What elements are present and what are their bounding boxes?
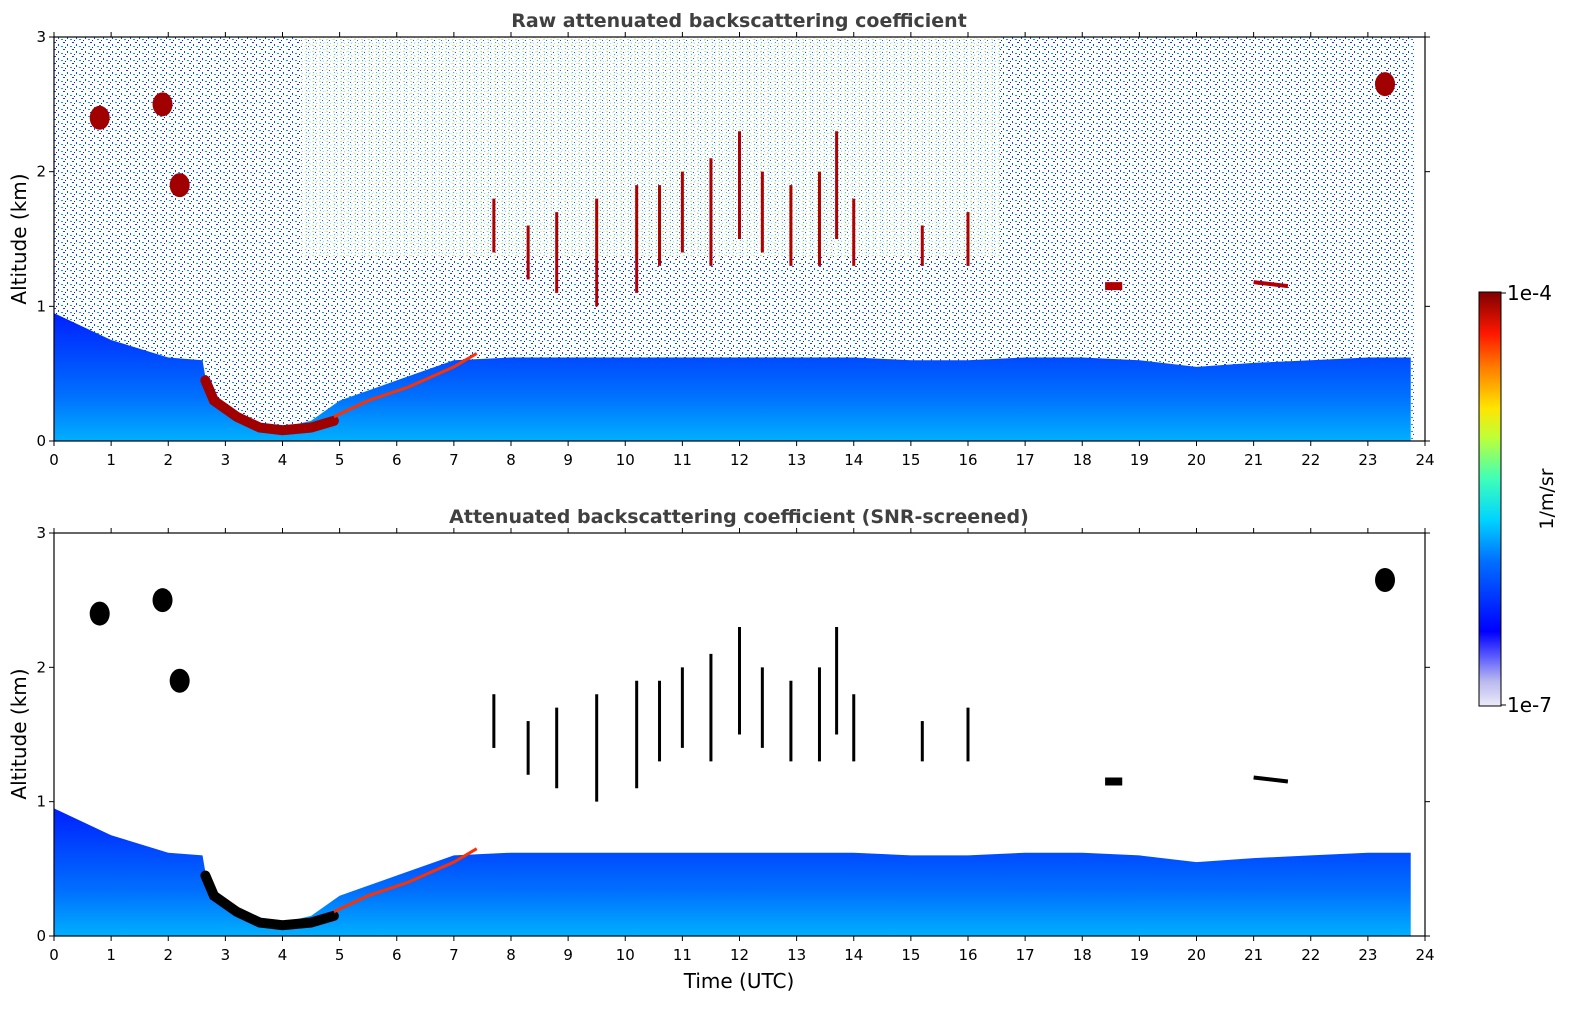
panel2-x-tick-label: 17 [1016,946,1035,964]
panel1-x-tick-label: 12 [730,451,749,469]
panel1-x-tick-label: 20 [1187,451,1206,469]
panel2-x-ticks: 0 1 2 3 4 5 6 7 8 9 10 11 12 13 14 15 16 17 18 19 20 21 22 23 24 [49,528,1435,964]
panel2-title: Attenuated backscattering coefficient (S… [449,506,1029,528]
panel2-x-tick-label: 21 [1244,946,1263,964]
panel2-y-tick-label: 2 [36,658,46,676]
panel1-x-ticks: 0 1 2 3 4 5 6 7 8 9 10 11 12 13 14 15 16 17 18 19 20 21 22 23 24 [49,32,1435,469]
panel1-high-cloud [1375,72,1396,97]
panel2-x-tick-label: 20 [1187,946,1206,964]
panel1-features [54,72,1411,441]
panel2-features [54,568,1411,936]
panel1-x-tick-label: 16 [958,451,977,469]
panel2-high-cloud [1375,568,1396,593]
panel1-x-tick-label: 24 [1415,451,1434,469]
panel1-title: Raw attenuated backscattering coefficien… [511,10,967,32]
panel1-x-tick-label: 1 [106,451,116,469]
panel1-high-cloud [169,173,190,198]
colorbar: 1e-4 1e-7 1/m/sr [1478,281,1558,717]
colorbar-max-label: 1e-4 [1507,281,1552,305]
panel2-x-tick-label: 0 [49,946,59,964]
panel1-x-tick-label: 22 [1301,451,1320,469]
panel1-x-tick-label: 13 [787,451,806,469]
panel1-high-cloud [152,92,173,117]
panel2-x-tick-label: 1 [106,946,116,964]
panel2-x-tick-label: 15 [901,946,920,964]
panel2-x-label: Time (UTC) [683,969,795,993]
panel1-x-tick-label: 7 [449,451,459,469]
panel1-high-cloud [89,105,110,130]
panel1-y-ticks: 0 1 2 3 [36,28,1430,450]
panel2-x-tick-label: 5 [335,946,345,964]
panel1-y-label: Altitude (km) [7,173,31,304]
panel1-x-tick-label: 0 [49,451,59,469]
panel1-x-tick-label: 6 [392,451,402,469]
panel2-x-tick-label: 4 [278,946,288,964]
panel2-x-tick-label: 23 [1358,946,1377,964]
colorbar-gradient [1478,291,1502,707]
panel2-x-tick-label: 6 [392,946,402,964]
panel1-x-tick-label: 15 [901,451,920,469]
panel1-x-tick-label: 14 [844,451,863,469]
panel2-x-tick-label: 9 [563,946,573,964]
panel1-x-tick-label: 21 [1244,451,1263,469]
panel1-x-tick-label: 17 [1016,451,1035,469]
panel2-x-tick-label: 11 [673,946,692,964]
panel2-x-tick-label: 3 [221,946,231,964]
panel2-x-tick-label: 13 [787,946,806,964]
panel1-boundary-layer [54,313,1411,441]
panel2-y-tick-label: 0 [36,927,46,945]
panel1-x-tick-label: 8 [506,451,516,469]
colorbar-unit-label: 1/m/sr [1536,468,1558,529]
panel1-aerosol-layer-top [333,352,478,419]
panel2-y-tick-label: 3 [36,524,46,542]
panel1-x-tick-label: 18 [1073,451,1092,469]
panel2-x-tick-label: 19 [1130,946,1149,964]
panel2-x-tick-label: 7 [449,946,459,964]
panel1-cloud-base-arc [200,375,339,436]
panel2-y-ticks: 0 1 2 3 [36,524,1430,945]
panel2-x-tick-label: 2 [163,946,173,964]
panel2-x-tick-label: 18 [1073,946,1092,964]
panel1-y-tick-label: 1 [36,297,46,315]
panel2-cloud-21utc [1253,775,1289,784]
panel2-x-tick-label: 8 [506,946,516,964]
panel1-x-tick-label: 5 [335,451,345,469]
panel2-aerosol-layer-top [333,847,478,914]
panel2-high-cloud [152,588,173,613]
panel1-cloud-21utc [1253,280,1289,289]
panel2-high-cloud [89,601,110,626]
panel1-x-tick-label: 2 [163,451,173,469]
screened-backscatter-panel: Attenuated backscattering coefficient (S… [7,506,1435,993]
panel2-x-tick-label: 10 [616,946,635,964]
panel2-high-cloud [169,668,190,693]
panel1-x-tick-label: 19 [1130,451,1149,469]
panel1-noise-upper [300,37,1000,257]
panel1-x-tick-label: 9 [563,451,573,469]
panel1-y-tick-label: 2 [36,163,46,181]
panel1-x-tick-label: 3 [221,451,231,469]
panel1-y-tick-label: 0 [36,432,46,450]
panel2-y-tick-label: 1 [36,793,46,811]
raw-backscatter-panel: Raw attenuated backscattering coefficien… [7,10,1435,469]
panel1-x-tick-label: 4 [278,451,288,469]
panel2-x-tick-label: 12 [730,946,749,964]
panel1-x-tick-label: 10 [616,451,635,469]
panel2-x-tick-label: 16 [958,946,977,964]
panel2-boundary-layer [54,808,1411,936]
panel2-cloud-base-arc [200,870,339,931]
panel1-x-tick-label: 23 [1358,451,1377,469]
panel1-y-tick-label: 3 [36,28,46,46]
panel2-y-label: Altitude (km) [7,668,31,799]
panel2-x-tick-label: 22 [1301,946,1320,964]
panel2-x-tick-label: 24 [1415,946,1434,964]
panel1-x-tick-label: 11 [673,451,692,469]
panel2-x-tick-label: 14 [844,946,863,964]
colorbar-min-label: 1e-7 [1507,693,1552,717]
